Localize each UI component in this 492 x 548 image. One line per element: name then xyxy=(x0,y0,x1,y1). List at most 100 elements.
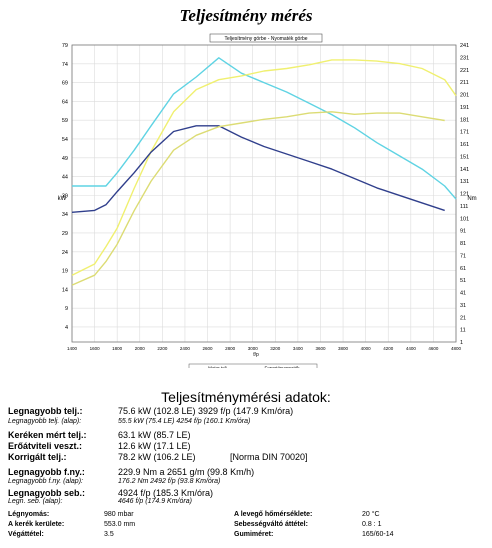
result-row: Legnagyobb telj. (alap): 55.5 kW (75.4 LE… xyxy=(0,418,492,430)
x-tick-label: 4200 xyxy=(383,346,394,351)
series-line-power xyxy=(72,57,457,200)
result-norm: [Norma DIN 70020] xyxy=(230,452,308,462)
result-row: Keréken mért telj.: 63.1 kW (85.7 LE) xyxy=(0,430,492,442)
x-tick-label: 4600 xyxy=(428,346,439,351)
y-left-tick-label: 74 xyxy=(62,62,68,68)
y-left-tick-label: 64 xyxy=(62,99,68,105)
result-label: Legnagyobb telj.: xyxy=(8,406,83,416)
y-left-tick-label: 69 xyxy=(62,81,68,87)
x-tick-label: 4800 xyxy=(451,346,462,351)
result-value: 75.6 kW (102.8 LE) 3929 f/p (147.9 Km/ór… xyxy=(118,406,294,416)
y-right-tick-label: 51 xyxy=(460,278,466,284)
condition-value: 3.5 xyxy=(104,531,114,538)
condition-label: Végáttétel: xyxy=(8,531,44,538)
y-right-tick-label: 81 xyxy=(460,241,466,247)
y-left-tick-label: 14 xyxy=(62,287,68,293)
series-line-wheel_torque xyxy=(71,111,445,286)
result-label: Korrigált telj.: xyxy=(8,452,67,462)
y-right-tick-label: 71 xyxy=(460,253,466,259)
y-right-tick-label: 141 xyxy=(460,167,469,173)
y-right-tick-label: 151 xyxy=(460,154,469,160)
y-right-tick-label: 21 xyxy=(460,315,466,321)
y-left-tick-label: 9 xyxy=(65,306,68,312)
y-right-tick-label: 231 xyxy=(460,55,469,61)
x-tick-label: 2800 xyxy=(225,346,236,351)
result-row: Legnagyobb telj.: 75.6 kW (102.8 LE) 3929… xyxy=(0,406,492,418)
series-line-wheel_power xyxy=(71,125,445,213)
chart-axes xyxy=(71,44,457,343)
page-title: Teljesítmény mérés xyxy=(179,6,313,25)
y-left-tick-label: 24 xyxy=(62,250,68,256)
y-right-tick-label: 1 xyxy=(460,340,463,346)
y-right-tick-label: 201 xyxy=(460,93,469,99)
y-right-tick-label: 241 xyxy=(460,43,469,49)
result-row: Legnagyobb f.ny.: 229.9 Nm a 2651 g/m (99… xyxy=(0,467,492,479)
y-left-axis-label: kW xyxy=(58,196,67,202)
x-tick-label: 3400 xyxy=(293,346,304,351)
result-value: 4924 f/p (185.3 Km/óra) xyxy=(118,488,214,498)
chart-grid xyxy=(71,44,457,342)
y-left-tick-label: 49 xyxy=(62,156,68,162)
x-axis-label: f/p xyxy=(253,352,259,358)
y-right-tick-label: 191 xyxy=(460,105,469,111)
x-tick-label: 3800 xyxy=(338,346,349,351)
result-row: Legnagyobb f.ny. (alap): 176.2 Nm 2492 f/… xyxy=(0,478,492,490)
x-tick-label: 3200 xyxy=(270,346,281,351)
x-tick-label: 1400 xyxy=(67,346,78,351)
chart-labels: 4914192429343944495459646974791112131415… xyxy=(58,33,477,369)
result-row: Erőátviteli veszt.: 12.6 kW (17.1 LE) xyxy=(0,441,492,453)
condition-label: Gumiméret: xyxy=(234,531,274,538)
y-left-tick-label: 19 xyxy=(62,269,68,275)
y-right-tick-label: 11 xyxy=(460,328,466,334)
y-right-tick-label: 41 xyxy=(460,291,466,297)
legend-title: Teljesítmény görbe - Nyomaték görbe xyxy=(224,36,307,42)
condition-row-right: Gumiméret: 165/60-14 xyxy=(0,531,492,541)
y-right-axis-label: Nm xyxy=(467,196,476,202)
x-tick-label: 2400 xyxy=(180,346,191,351)
result-value: 229.9 Nm a 2651 g/m (99.8 Km/h) xyxy=(118,467,255,477)
result-row: Korrigált telj.: 78.2 kW (106.2 LE) [Norma… xyxy=(0,452,492,464)
condition-label: A kerék kerülete: xyxy=(8,521,65,528)
y-left-tick-label: 79 xyxy=(62,43,68,49)
y-right-tick-label: 161 xyxy=(460,142,469,148)
result-label: Legnagyobb telj. (alap): xyxy=(8,418,82,425)
x-tick-label: 2000 xyxy=(135,346,146,351)
chart-series xyxy=(71,57,457,286)
result-label: Keréken mért telj.: xyxy=(8,430,87,440)
condition-value: 0.8 : 1 xyxy=(362,521,382,528)
legend-box-bottom xyxy=(188,363,318,368)
result-label: Erőátviteli veszt.: xyxy=(8,441,83,451)
y-right-tick-label: 31 xyxy=(460,303,466,309)
x-tick-label: 4000 xyxy=(361,346,372,351)
result-row: Legnagyobb seb.: 4924 f/p (185.3 Km/óra) xyxy=(0,488,492,500)
y-left-tick-label: 29 xyxy=(62,231,68,237)
y-right-tick-label: 171 xyxy=(460,130,469,136)
x-tick-label: 4400 xyxy=(406,346,417,351)
y-right-tick-label: 181 xyxy=(460,117,469,123)
legend-entry-motor: Motor telj. xyxy=(208,366,228,369)
condition-row-left: Légnyomás: 980 mbar xyxy=(0,511,492,521)
result-label: Legnagyobb f.ny. (alap): xyxy=(8,478,83,485)
series-line-torque xyxy=(71,59,457,276)
condition-row-right: A levegő hőmérséklete: 20 °C xyxy=(0,511,492,521)
condition-value: 165/60-14 xyxy=(362,531,394,538)
y-right-tick-label: 211 xyxy=(460,80,469,86)
result-value: 55.5 kW (75.4 LE) 4254 f/p (160.1 Km/óra… xyxy=(118,418,251,425)
x-tick-label: 2600 xyxy=(203,346,214,351)
condition-label: A levegő hőmérséklete: xyxy=(234,511,313,518)
result-value: 78.2 kW (106.2 LE) xyxy=(118,452,196,462)
result-row: Legn. seb. (alap): 4646 f/p (174.9 Km/óra… xyxy=(0,498,492,510)
y-left-tick-label: 4 xyxy=(65,325,68,331)
condition-value: 20 °C xyxy=(362,511,380,518)
x-tick-label: 2200 xyxy=(157,346,168,351)
y-left-tick-label: 59 xyxy=(62,118,68,124)
result-label: Legn. seb. (alap): xyxy=(8,498,63,505)
x-tick-label: 3600 xyxy=(315,346,326,351)
dyno-chart: 4914192429343944495459646974791112131415… xyxy=(58,33,477,369)
condition-row-right: Sebességváltó áttétel: 0.8 : 1 xyxy=(0,521,492,531)
y-right-tick-label: 131 xyxy=(460,179,469,185)
y-right-tick-label: 221 xyxy=(460,68,469,74)
x-tick-label: 1600 xyxy=(90,346,101,351)
condition-row-left: A kerék kerülete: 553.0 mm xyxy=(0,521,492,531)
result-label: Legnagyobb f.ny.: xyxy=(8,467,85,477)
